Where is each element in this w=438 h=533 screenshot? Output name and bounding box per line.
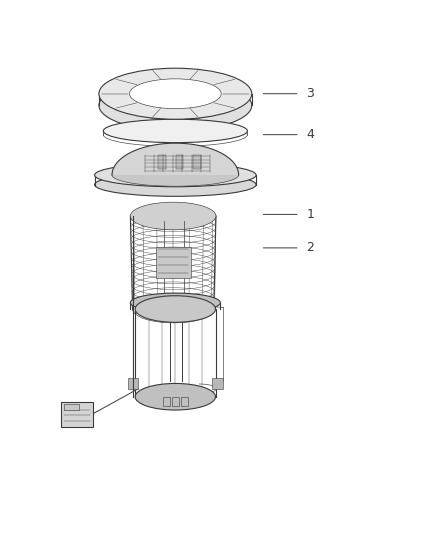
FancyBboxPatch shape [64,403,79,410]
Text: 4: 4 [306,128,314,141]
Ellipse shape [99,80,252,131]
FancyBboxPatch shape [128,378,138,389]
Ellipse shape [103,119,247,143]
Ellipse shape [135,296,215,322]
Ellipse shape [112,164,239,186]
FancyBboxPatch shape [180,397,187,406]
Bar [158,156,166,168]
Ellipse shape [95,164,256,187]
FancyBboxPatch shape [155,247,191,278]
FancyBboxPatch shape [61,402,93,426]
Ellipse shape [130,79,221,109]
Ellipse shape [131,202,216,230]
FancyBboxPatch shape [172,397,179,406]
Bar [177,156,183,168]
Polygon shape [112,143,239,175]
Text: 3: 3 [306,87,314,100]
Ellipse shape [135,383,215,410]
Text: 1: 1 [306,208,314,221]
Bar [193,156,201,168]
Ellipse shape [131,293,220,312]
Ellipse shape [130,91,221,120]
Ellipse shape [95,173,256,196]
FancyBboxPatch shape [163,397,170,406]
FancyBboxPatch shape [212,378,223,389]
Text: 2: 2 [306,241,314,254]
Ellipse shape [99,68,252,119]
